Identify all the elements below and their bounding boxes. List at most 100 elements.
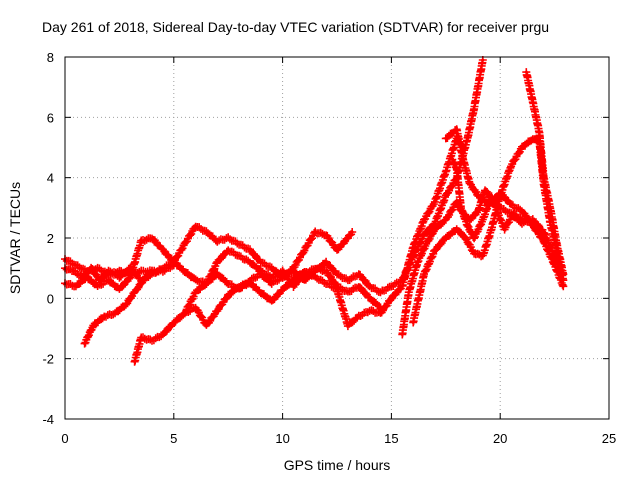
data-point (291, 284, 295, 288)
data-point (433, 221, 437, 225)
data-point (183, 269, 187, 273)
data-point (379, 311, 383, 315)
series-markers (61, 56, 487, 297)
data-point (270, 275, 274, 279)
data-point (548, 206, 552, 210)
plot-frame (64, 56, 610, 420)
data-point (248, 248, 252, 252)
data-point (259, 290, 263, 294)
data-point (400, 333, 404, 337)
data-point (520, 209, 524, 213)
data-point (259, 260, 263, 264)
data-point (407, 290, 411, 294)
data-point (141, 278, 145, 282)
data-point (346, 236, 350, 240)
data-point (74, 284, 78, 288)
series-trace-a (61, 56, 487, 297)
data-point (248, 260, 252, 264)
data-point (561, 272, 565, 276)
data-point (194, 305, 198, 309)
data-point (481, 218, 485, 222)
data-point (335, 272, 339, 276)
y-tick-label: 0 (47, 291, 54, 306)
x-tick-label: 10 (275, 431, 289, 446)
chart-title: Day 261 of 2018, Sidereal Day-to-day VTE… (42, 19, 549, 35)
y-tick-label: 6 (47, 110, 54, 125)
data-point (461, 158, 465, 162)
data-point (133, 290, 137, 294)
data-point (472, 236, 476, 240)
data-point (466, 136, 470, 140)
x-tick-label: 15 (384, 431, 398, 446)
data-point (542, 239, 546, 243)
data-point (422, 272, 426, 276)
data-point (433, 248, 437, 252)
y-axis-label: SDTVAR / TECUs (7, 182, 23, 294)
data-point (172, 320, 176, 324)
data-point (226, 248, 230, 252)
data-point (324, 260, 328, 264)
data-point (450, 158, 454, 162)
data-point (248, 281, 252, 285)
data-point (150, 339, 154, 343)
data-point (379, 305, 383, 309)
data-point (531, 100, 535, 104)
series-trace-f (398, 186, 566, 339)
data-point (444, 136, 448, 140)
data-point (531, 224, 535, 228)
data-point (215, 308, 219, 312)
data-point (204, 323, 208, 327)
data-point (455, 227, 459, 231)
data-point (424, 242, 428, 246)
data-point (542, 230, 546, 234)
series-trace-i (448, 155, 526, 243)
data-point (85, 269, 89, 273)
data-point (313, 230, 317, 234)
data-point (368, 296, 372, 300)
data-point (85, 275, 89, 279)
data-point (498, 191, 502, 195)
data-point (194, 278, 198, 282)
data-point (226, 293, 230, 297)
data-point (194, 290, 198, 294)
data-point (194, 224, 198, 228)
data-point (433, 200, 437, 204)
data-point (324, 281, 328, 285)
x-tick-label: 25 (602, 431, 616, 446)
data-point (433, 227, 437, 231)
data-point (520, 218, 524, 222)
data-point (468, 182, 472, 186)
data-point (270, 299, 274, 303)
data-point (128, 272, 132, 276)
data-point (215, 239, 219, 243)
data-point (503, 227, 507, 231)
data-point (466, 224, 470, 228)
data-point (204, 281, 208, 285)
data-point (346, 278, 350, 282)
data-point (346, 323, 350, 327)
data-point (270, 266, 274, 270)
data-point (107, 278, 111, 282)
data-point (411, 320, 415, 324)
y-tick-label: 2 (47, 231, 54, 246)
y-tick-label: -4 (42, 412, 54, 427)
data-point (139, 269, 143, 273)
data-point (520, 146, 524, 149)
x-tick-label: 5 (170, 431, 177, 446)
data-point (204, 230, 208, 234)
data-point (237, 284, 241, 288)
data-point (324, 233, 328, 237)
data-point (117, 287, 121, 291)
data-point (215, 260, 219, 264)
grid (65, 57, 609, 419)
data-point (335, 284, 339, 288)
data-point (416, 260, 420, 264)
data-point (411, 245, 415, 249)
data-point (91, 323, 95, 327)
data-point (496, 212, 500, 216)
x-tick-label: 0 (61, 431, 68, 446)
data-point (531, 136, 535, 140)
data-point (422, 233, 426, 237)
data-point (237, 242, 241, 246)
